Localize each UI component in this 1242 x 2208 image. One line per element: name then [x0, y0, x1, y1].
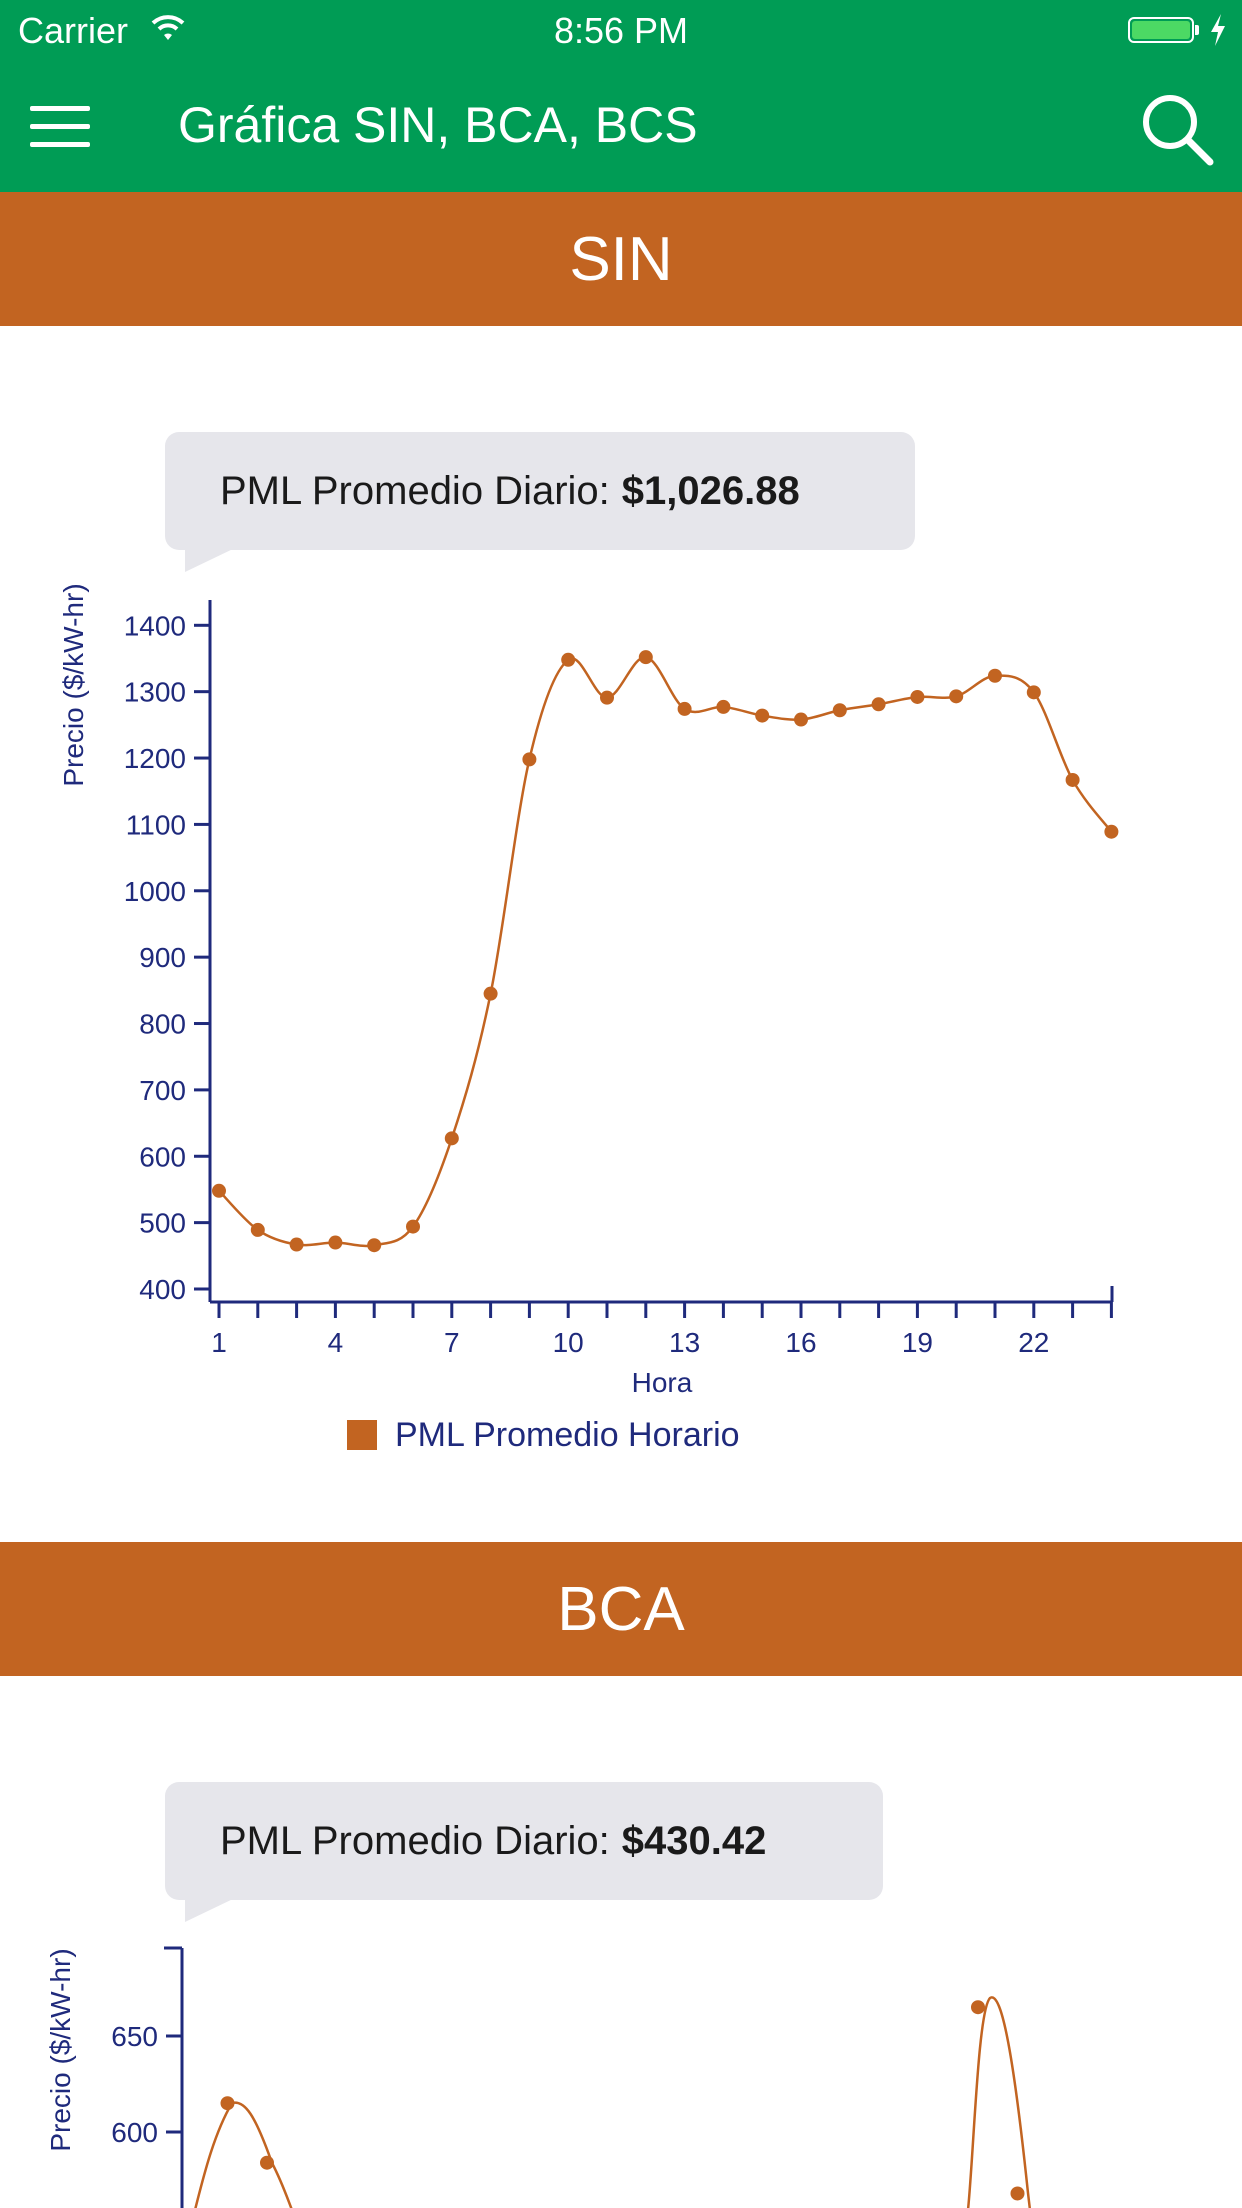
chart-bca: Precio ($/kW-hr) 600 650 — [45, 1946, 1032, 2208]
y-tick-label: 1100 — [126, 809, 186, 840]
data-point — [910, 689, 925, 704]
data-point — [522, 752, 537, 767]
y-tick-label: 1400 — [124, 610, 186, 641]
y-tick-label: 800 — [139, 1009, 186, 1040]
data-point — [1065, 772, 1080, 787]
data-point — [212, 1183, 226, 1198]
data-point — [406, 1219, 420, 1234]
legend-label: PML Promedio Horario — [395, 1416, 740, 1454]
y-tick-label: 1200 — [124, 743, 186, 774]
data-point — [367, 1238, 382, 1253]
bubble-value: $1,026.88 — [621, 468, 800, 513]
x-tick-label: 16 — [785, 1327, 816, 1358]
daily-average-bubble: PML Promedio Diario: $1,026.88 — [165, 432, 915, 572]
battery-tip — [1195, 25, 1199, 35]
data-point — [1010, 2186, 1025, 2201]
page-title: Gráfica SIN, BCA, BCS — [178, 97, 698, 153]
bubble-value: $430.42 — [621, 1818, 767, 1863]
chart-sin: Precio ($/kW-hr) Hora PML Promedio Horar… — [58, 583, 1119, 1454]
data-point — [561, 652, 576, 667]
data-point — [755, 708, 770, 723]
status-bar: Carrier 8:56 PM — [0, 0, 1242, 62]
data-point — [444, 1131, 459, 1146]
data-point — [949, 689, 964, 704]
data-point — [871, 697, 886, 712]
y-tick-label: 900 — [139, 942, 186, 973]
data-point — [1026, 685, 1041, 700]
y-tick-label: 700 — [139, 1075, 186, 1106]
data-point — [716, 699, 731, 714]
data-point — [250, 1222, 265, 1237]
bubble-label: PML Promedio Diario: — [220, 468, 610, 513]
battery-icon — [1128, 17, 1194, 43]
section-header-bca: BCA — [0, 1542, 1242, 1676]
data-point — [289, 1237, 304, 1252]
x-tick-label: 10 — [553, 1327, 584, 1358]
daily-average-bubble-bca: PML Promedio Diario: $430.42 — [165, 1782, 883, 1922]
x-tick-label: 19 — [902, 1327, 933, 1358]
x-tick-label: 22 — [1018, 1327, 1049, 1358]
y-tick-label: 650 — [111, 2021, 158, 2052]
nav-bar: Gráfica SIN, BCA, BCS — [0, 62, 1242, 192]
search-icon[interactable] — [1138, 90, 1218, 175]
y-tick-label: 600 — [139, 1141, 186, 1172]
y-tick-label: 500 — [139, 1208, 186, 1239]
data-point — [794, 712, 808, 727]
y-tick-label: 1000 — [124, 876, 186, 907]
y-axis-label: Precio ($/kW-hr) — [45, 1948, 76, 2151]
series-line-left — [194, 2101, 293, 2208]
data-point — [1104, 824, 1119, 839]
data-point — [971, 2000, 985, 2015]
y-tick-label: 400 — [139, 1274, 186, 1305]
data-point — [638, 650, 653, 665]
series-line — [218, 655, 1113, 1248]
carrier-label: Carrier — [18, 10, 129, 51]
data-point — [260, 2155, 274, 2170]
data-point — [677, 701, 692, 716]
data-point — [328, 1235, 343, 1250]
bubble-label: PML Promedio Diario: — [220, 1818, 610, 1863]
clock: 8:56 PM — [553, 10, 689, 51]
section-header-sin: SIN — [0, 192, 1242, 326]
y-tick-label: 600 — [111, 2117, 158, 2148]
x-axis-label: Hora — [632, 1367, 693, 1398]
charging-icon — [1208, 12, 1228, 53]
x-tick-label: 4 — [328, 1327, 344, 1358]
x-tick-label: 1 — [211, 1327, 227, 1358]
y-axis-label: Precio ($/kW-hr) — [58, 583, 89, 786]
data-point — [832, 703, 847, 718]
legend-swatch — [347, 1420, 377, 1450]
data-point — [483, 986, 498, 1001]
wifi-icon — [150, 12, 186, 47]
x-tick-label: 7 — [444, 1327, 460, 1358]
hamburger-menu-icon[interactable] — [30, 102, 90, 152]
data-point — [600, 690, 614, 705]
x-tick-label: 13 — [669, 1327, 700, 1358]
series-line-right — [966, 1996, 1032, 2208]
y-tick-label: 1300 — [124, 677, 186, 708]
data-point — [220, 2096, 235, 2111]
data-point — [988, 668, 1002, 683]
